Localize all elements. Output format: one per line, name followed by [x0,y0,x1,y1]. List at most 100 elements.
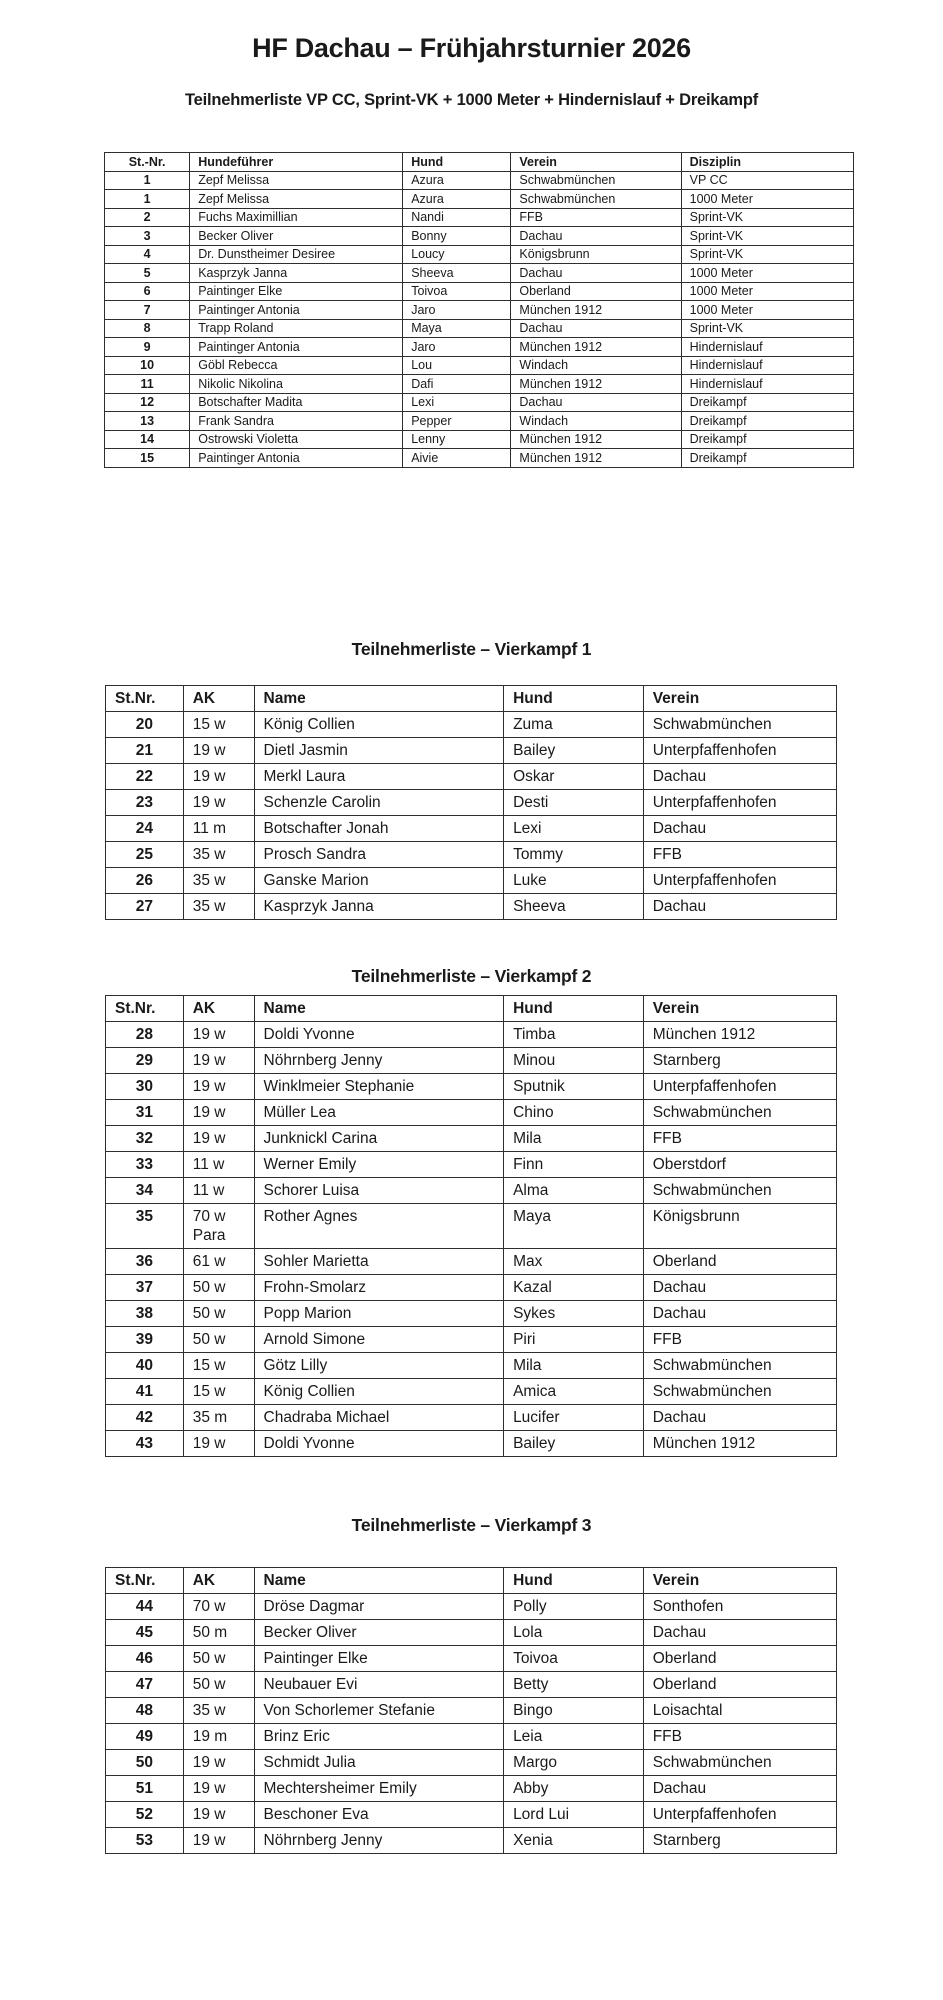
table-row: 27 35 w Kasprzyk Janna Sheeva Dachau [105,892,838,920]
table-cell: Unterpfaffenhofen [642,736,838,764]
table-row: 42 35 m Chadraba Michael Lucifer Dachau [105,1403,838,1431]
table-row: 53 19 w Nöhrnberg Jenny Xenia Starnberg [105,1826,838,1854]
table-cell: 45 [105,1618,184,1646]
table-row: 32 19 w Junknickl Carina Mila FFB [105,1124,838,1152]
table-cell: Kasprzyk Janna [189,263,404,283]
table-row: 40 15 w Götz Lilly Mila Schwabmünchen [105,1351,838,1379]
table-cell: 28 [105,1020,184,1048]
table-cell: Dröse Dagmar [253,1592,505,1620]
table-cell: 35 [105,1202,184,1249]
table-row: 1 Zepf Melissa Azura Schwabmünchen VP CC [103,170,855,190]
table-cell: Bailey [503,1429,644,1457]
table-cell: Zuma [503,710,644,738]
table-cell: 29 [105,1046,184,1074]
table-cell: Bailey [503,736,644,764]
table-cell: Dr. Dunstheimer Desiree [189,244,404,264]
column-header: St.Nr. [105,1566,184,1594]
table-cell: 27 [105,892,184,920]
table-cell: Dachau [642,814,838,842]
table-row: 23 19 w Schenzle Carolin Desti Unterpfaffenh… [105,788,838,816]
table-cell: Kasprzyk Janna [253,892,505,920]
table-cell: Oberstdorf [642,1150,838,1178]
table-cell: Götz Lilly [253,1351,505,1379]
table-cell: 35 m [182,1403,255,1431]
header-row: St.Nr. AK Name Hund Verein [105,994,838,1022]
table-cell: 50 w [182,1670,255,1698]
participants-table-vierkampf-2: St.Nr. AK Name Hund Verein 28 19 w Doldi Yvonne… [105,994,838,1457]
column-header: AK [182,994,255,1022]
table-row: 38 50 w Popp Marion Sykes Dachau [105,1299,838,1327]
table-cell: Schmidt Julia [253,1748,505,1776]
table-row: 14 Ostrowski Violetta Lenny München 1912 Dre… [103,429,855,449]
table-cell: Lord Lui [503,1800,644,1828]
table-cell: 19 w [182,1748,255,1776]
table-cell: König Collien [253,1377,505,1405]
table-cell: Xenia [503,1826,644,1854]
table-row: 6 Paintinger Elke Toivoa Oberland 1000 Meter [103,281,855,301]
table-cell: 19 w [182,736,255,764]
header-row: St.Nr. AK Name Hund Verein [105,684,838,712]
table-cell: 1000 Meter [680,300,855,320]
table-cell: Ostrowski Violetta [189,429,404,449]
table-cell: 50 w [182,1325,255,1353]
table-cell: 20 [105,710,184,738]
table-cell: 38 [105,1299,184,1327]
table-cell: 15 [103,448,191,468]
column-header: St.Nr. [105,994,184,1022]
table-cell: 42 [105,1403,184,1431]
table-cell: Brinz Eric [253,1722,505,1750]
table-cell: München 1912 [510,429,682,449]
table-row: 37 50 w Frohn-Smolarz Kazal Dachau [105,1273,838,1301]
table-cell: Dachau [642,1299,838,1327]
table-cell: Schwabmünchen [642,1748,838,1776]
table-cell: Zepf Melissa [189,189,404,209]
table-cell: Müller Lea [253,1098,505,1126]
table-cell: 52 [105,1800,184,1828]
section-title-vierkampf-2: Teilnehmerliste – Vierkampf 2 [351,965,592,986]
table-cell: Sykes [503,1299,644,1327]
table-cell: Schwabmünchen [510,189,682,209]
table-cell: Unterpfaffenhofen [642,1800,838,1828]
table-cell: König Collien [253,710,505,738]
table-cell: Jaro [402,337,512,357]
table-cell: Doldi Yvonne [253,1429,505,1457]
table-cell: Bingo [503,1696,644,1724]
table-row: 51 19 w Mechtersheimer Emily Abby Dachau [105,1774,838,1802]
table-cell: Königsbrunn [510,244,682,264]
table-cell: 34 [105,1176,184,1204]
table-cell: Pepper [402,411,512,431]
table-cell: Finn [503,1150,644,1178]
table-row: 26 35 w Ganske Marion Luke Unterpfaffenhofen [105,866,838,894]
table-cell: Schwabmünchen [642,710,838,738]
table-cell: 9 [103,337,191,357]
disciplines-table-section: St.-Nr. Hundeführer Hund Verein Disziplin 1 Ze… [103,152,943,468]
table-cell: Paintinger Elke [189,281,404,301]
table-cell: FFB [642,1325,838,1353]
table-cell: Maya [503,1202,644,1249]
table-row: 1 Zepf Melissa Azura Schwabmünchen 1000 Mete… [103,189,855,209]
column-header: St.Nr. [105,684,184,712]
section-title-vierkampf-3: Teilnehmerliste – Vierkampf 3 [351,1514,592,1535]
table-cell: Lou [402,355,512,375]
table-cell: Paintinger Elke [253,1644,505,1672]
table-cell: Botschafter Jonah [253,814,505,842]
table-cell: Kazal [503,1273,644,1301]
table-cell: Oskar [503,762,644,790]
column-header: Hund [503,1566,644,1594]
table-row: 10 Göbl Rebecca Lou Windach Hindernislauf [103,355,855,375]
table-cell: 47 [105,1670,184,1698]
table-cell: Dietl Jasmin [253,736,505,764]
table-cell: Paintinger Antonia [189,337,404,357]
table-row: 13 Frank Sandra Pepper Windach Dreikampf [103,411,855,431]
table-cell: 4 [103,244,191,264]
header-row: St.Nr. AK Name Hund Verein [105,1566,838,1594]
table-cell: 7 [103,300,191,320]
table-cell: Lexi [503,814,644,842]
table-cell: Dreikampf [680,429,855,449]
vierkampf-1-table-section: St.Nr. AK Name Hund Verein 20 15 w König Collie… [105,684,943,920]
table-cell: 10 [103,355,191,375]
column-header: Hundeführer [189,152,404,172]
table-cell: Merkl Laura [253,762,505,790]
table-cell: 1 [103,189,191,209]
column-header: Disziplin [680,152,855,172]
